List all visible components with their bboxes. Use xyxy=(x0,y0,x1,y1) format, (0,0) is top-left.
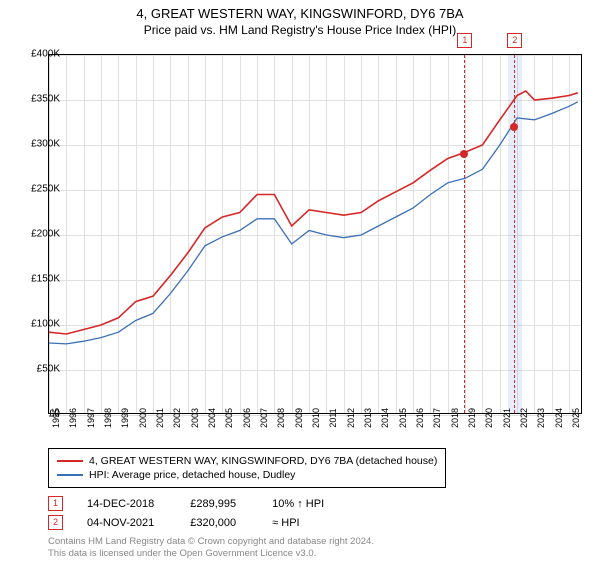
transaction-row: 1 14-DEC-2018 £289,995 10% ↑ HPI xyxy=(48,496,360,511)
marker-label: 2 xyxy=(507,33,522,48)
marker-label: 1 xyxy=(457,33,472,48)
x-tick-label: 2013 xyxy=(363,408,373,428)
legend-item: HPI: Average price, detached house, Dudl… xyxy=(57,469,437,481)
x-tick-label: 2001 xyxy=(155,408,165,428)
transaction-pct: 10% ↑ HPI xyxy=(272,498,324,510)
legend: 4, GREAT WESTERN WAY, KINGSWINFORD, DY6 … xyxy=(48,448,446,488)
y-tick-label: £350K xyxy=(16,94,60,105)
x-tick-label: 2015 xyxy=(398,408,408,428)
x-tick-label: 2014 xyxy=(380,408,390,428)
x-tick-label: 2016 xyxy=(415,408,425,428)
transaction-row: 2 04-NOV-2021 £320,000 ≈ HPI xyxy=(48,515,360,530)
x-tick-label: 1998 xyxy=(103,408,113,428)
page-title: 4, GREAT WESTERN WAY, KINGSWINFORD, DY6 … xyxy=(0,6,600,21)
x-tick-label: 2019 xyxy=(467,408,477,428)
footer-attribution: Contains HM Land Registry data © Crown c… xyxy=(48,536,374,560)
legend-item: 4, GREAT WESTERN WAY, KINGSWINFORD, DY6 … xyxy=(57,455,437,467)
x-tick-label: 2021 xyxy=(502,408,512,428)
marker-vline xyxy=(514,55,515,413)
y-tick-label: £300K xyxy=(16,139,60,150)
series-line xyxy=(49,91,578,334)
x-tick-label: 2012 xyxy=(346,408,356,428)
x-tick-label: 1995 xyxy=(51,408,61,428)
legend-label: HPI: Average price, detached house, Dudl… xyxy=(89,469,295,481)
marker-dot xyxy=(510,123,518,131)
legend-swatch xyxy=(57,474,83,476)
x-tick-label: 2009 xyxy=(294,408,304,428)
footer-line-1: Contains HM Land Registry data © Crown c… xyxy=(48,536,374,548)
x-tick-label: 2004 xyxy=(207,408,217,428)
x-tick-label: 2002 xyxy=(172,408,182,428)
x-tick-label: 2007 xyxy=(259,408,269,428)
x-tick-label: 2020 xyxy=(484,408,494,428)
transaction-price: £289,995 xyxy=(190,498,236,510)
footer-line-2: This data is licensed under the Open Gov… xyxy=(48,548,374,560)
legend-swatch xyxy=(57,460,83,462)
marker-vline xyxy=(464,55,465,413)
y-tick-label: £250K xyxy=(16,184,60,195)
x-tick-label: 2025 xyxy=(571,408,581,428)
x-tick-label: 2003 xyxy=(190,408,200,428)
transaction-price: £320,000 xyxy=(190,517,236,529)
plot-area: 12 xyxy=(48,54,582,414)
x-tick-label: 2018 xyxy=(450,408,460,428)
x-tick-label: 2005 xyxy=(224,408,234,428)
x-tick-label: 2024 xyxy=(554,408,564,428)
transaction-rows: 1 14-DEC-2018 £289,995 10% ↑ HPI 2 04-NOV-202… xyxy=(48,492,360,534)
line-series xyxy=(49,55,583,415)
x-tick-label: 2000 xyxy=(138,408,148,428)
x-tick-label: 2017 xyxy=(432,408,442,428)
y-tick-label: £100K xyxy=(16,319,60,330)
chart: 12 xyxy=(48,54,582,414)
x-tick-label: 2010 xyxy=(311,408,321,428)
x-tick-label: 2023 xyxy=(536,408,546,428)
x-tick-label: 2011 xyxy=(328,408,338,427)
x-tick-label: 1997 xyxy=(86,408,96,428)
x-tick-label: 2006 xyxy=(242,408,252,428)
x-tick-label: 2008 xyxy=(276,408,286,428)
marker-dot xyxy=(460,150,468,158)
y-tick-label: £400K xyxy=(16,49,60,60)
transaction-date: 04-NOV-2021 xyxy=(87,517,154,529)
legend-label: 4, GREAT WESTERN WAY, KINGSWINFORD, DY6 … xyxy=(89,455,437,467)
x-tick-label: 1999 xyxy=(120,408,130,428)
x-tick-label: 2022 xyxy=(519,408,529,428)
y-tick-label: £200K xyxy=(16,229,60,240)
y-tick-label: £150K xyxy=(16,274,60,285)
y-tick-label: £50K xyxy=(16,364,60,375)
x-tick-label: 1996 xyxy=(68,408,78,428)
transaction-date: 14-DEC-2018 xyxy=(87,498,154,510)
transaction-marker: 1 xyxy=(48,496,63,511)
transaction-marker: 2 xyxy=(48,515,63,530)
transaction-pct: ≈ HPI xyxy=(272,517,299,529)
